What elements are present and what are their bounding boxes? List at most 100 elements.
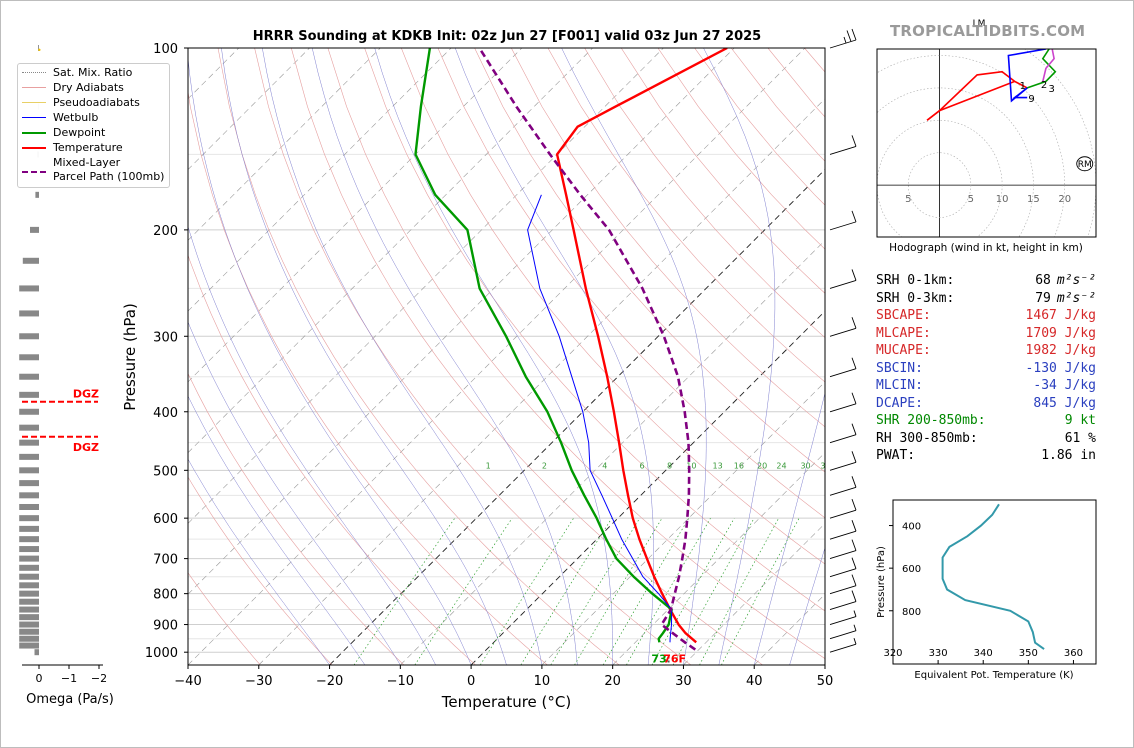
wind-barb (829, 28, 857, 49)
thetae-y-tick-label: 800 (902, 607, 921, 618)
y-tick-label: 300 (153, 330, 178, 345)
param-value: -130 J/kg (1025, 360, 1096, 376)
dgz-top-label: DGZ (73, 388, 99, 401)
series-wetbulb (527, 194, 673, 643)
param-label: SHR 200-850mb: (876, 413, 986, 428)
pseudoadiabat (188, 55, 472, 665)
barb-flag (851, 451, 857, 463)
x-tick-label: 10 (534, 674, 551, 689)
barb-staff (829, 486, 857, 496)
y-tick-label: 200 (153, 224, 178, 239)
param-row: SBCAPE: 1467 J/kg (876, 307, 1096, 325)
omega-bar (19, 582, 39, 589)
y-axis-title: Pressure (hPa) (121, 303, 139, 411)
barb-half-flag (853, 610, 857, 617)
series-mixed-layer-parcel-path-100mb- (478, 48, 697, 651)
legend-item-pseudoadiabats: Pseudoadiabats (18, 96, 168, 110)
omega-bar (35, 191, 39, 198)
barb-flag (851, 590, 857, 602)
hodograph-height-label: 1 (1020, 81, 1026, 92)
barb-staff (829, 643, 857, 653)
y-tick-label: 600 (153, 512, 178, 527)
omega-bar (19, 310, 39, 317)
omega-bar (19, 424, 39, 431)
brand-watermark: TROPICALTIDBITS.COM (890, 22, 1086, 40)
mixing-ratio-line (353, 517, 456, 665)
mixing-ratio-label: 4 (602, 461, 607, 470)
dry-adiabat (291, 48, 763, 665)
hodograph-ring (877, 55, 1065, 237)
wind-barb (829, 392, 857, 413)
omega-bar (19, 503, 39, 510)
wind-barb (829, 610, 857, 625)
mixing-ratio-label: 6 (640, 461, 645, 470)
omega-bar (19, 642, 39, 649)
hodograph-segment (1026, 49, 1057, 89)
x-tick-label: 30 (675, 674, 692, 689)
mixing-ratio-label: 24 (776, 461, 786, 470)
omega-bar (19, 590, 39, 597)
dry-adiabat (217, 48, 620, 665)
barb-flag (851, 574, 857, 586)
legend: Sat. Mix. Ratio Dry Adiabats Pseudoadiab… (17, 63, 170, 188)
omega-bar (19, 354, 39, 361)
omega-tick-label: 0 (36, 672, 43, 685)
x-tick-label: −10 (387, 674, 414, 689)
barb-staff (829, 221, 857, 231)
mixing-ratio-line (520, 518, 612, 665)
wind-barb (829, 557, 857, 578)
thetae-y-axis-title: Pressure (hPa) (876, 546, 887, 618)
param-value: 1982 J/kg (1025, 343, 1096, 358)
omega-bar (34, 649, 39, 656)
mixing-ratio-line (672, 518, 755, 665)
isotherm (188, 48, 735, 595)
param-label: DCAPE: (876, 395, 923, 411)
thetae-frame (892, 499, 1097, 665)
omega-bar (19, 525, 39, 532)
storm-motion-marker (1076, 156, 1094, 172)
legend-item-wetbulb: Wetbulb (18, 111, 168, 125)
dry-adiabat (188, 476, 333, 665)
wind-barb (829, 357, 857, 378)
dry-adiabat (327, 48, 825, 659)
hodograph-caption: Hodograph (wind in kt, height in km) (889, 242, 1083, 254)
sounding-parameters: SRH 0-1km: 68 m²s⁻² SRH 0-3km: 79 m²s⁻² SBCAPE… (876, 272, 1096, 465)
wind-barb (829, 423, 857, 444)
mixing-ratio-line (699, 518, 780, 665)
omega-bar (19, 536, 39, 543)
param-label: SBCIN: (876, 360, 923, 376)
pseudoadiabat (454, 48, 654, 665)
barb-staff (829, 280, 857, 289)
wind-barb (829, 476, 857, 496)
barb-staff (829, 145, 857, 155)
omega-axis-title: Omega (Pa/s) (26, 692, 114, 707)
barb-flag (851, 135, 857, 147)
thetae-x-tick-label: 350 (1019, 648, 1038, 659)
dry-adiabat (547, 48, 825, 383)
barb-staff (829, 39, 857, 49)
hodograph-segment (1012, 87, 1028, 99)
barb-half-flag (843, 36, 847, 44)
omega-bar (19, 573, 39, 580)
storm-motion-label: RM (1078, 160, 1092, 170)
chart-title: HRRR Sounding at KDKB Init: 02z Jun 27 [… (253, 29, 761, 44)
omega-tick-label: −2 (91, 672, 107, 685)
barb-staff (829, 434, 857, 444)
param-row: MUCAPE: 1982 J/kg (876, 342, 1096, 360)
omega-bar (19, 635, 39, 642)
hodograph-height-label: 9 (1028, 94, 1034, 105)
barb-staff (829, 327, 857, 337)
param-value: 61 % (1064, 430, 1096, 446)
isotherm (541, 381, 825, 665)
mixing-ratio-line (651, 518, 735, 665)
dry-adiabat (584, 48, 825, 338)
barb-flag (851, 210, 857, 223)
mixing-ratio-line (574, 518, 663, 665)
mixing-ratio-line (414, 518, 513, 665)
param-row: SRH 0-3km: 79 m²s⁻² (876, 290, 1096, 308)
omega-bar (30, 226, 39, 233)
barb-flag (851, 499, 857, 511)
isotherm (400, 239, 825, 665)
omega-tick-label: −1 (61, 672, 77, 685)
